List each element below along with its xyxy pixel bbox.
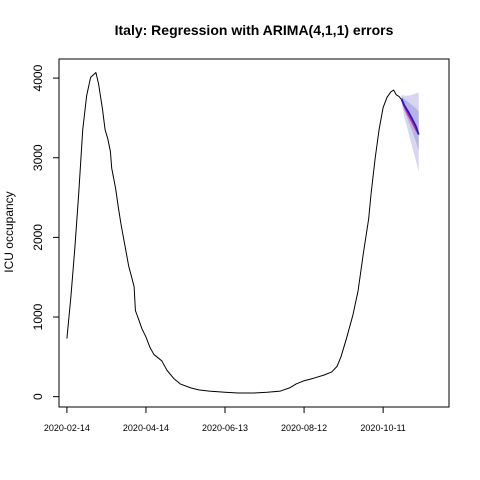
observed-line	[66, 72, 402, 394]
x-tick-label: 2020-02-14	[44, 423, 90, 433]
series-lines	[66, 72, 420, 394]
x-tick-label: 2020-04-14	[123, 423, 169, 433]
x-axis: 2020-02-14 2020-04-14 2020-06-13 2020-08-12…	[44, 406, 406, 433]
x-tick-label: 2020-06-13	[202, 423, 248, 433]
y-axis-label: ICU occupancy	[2, 191, 16, 272]
y-tick-label: 4000	[31, 64, 45, 91]
x-tick-label: 2020-08-12	[281, 423, 327, 433]
y-axis: 0 1000 2000 3000 4000	[31, 64, 60, 400]
x-tick-label: 2020-10-11	[360, 423, 405, 433]
y-tick-label: 3000	[31, 144, 45, 171]
forecast-line	[400, 98, 420, 135]
y-tick-label: 1000	[31, 303, 45, 330]
chart-title: Italy: Regression with ARIMA(4,1,1) erro…	[115, 22, 394, 38]
plot-area	[58, 58, 450, 408]
y-tick-label: 0	[31, 393, 45, 400]
y-tick-label: 2000	[31, 224, 45, 251]
